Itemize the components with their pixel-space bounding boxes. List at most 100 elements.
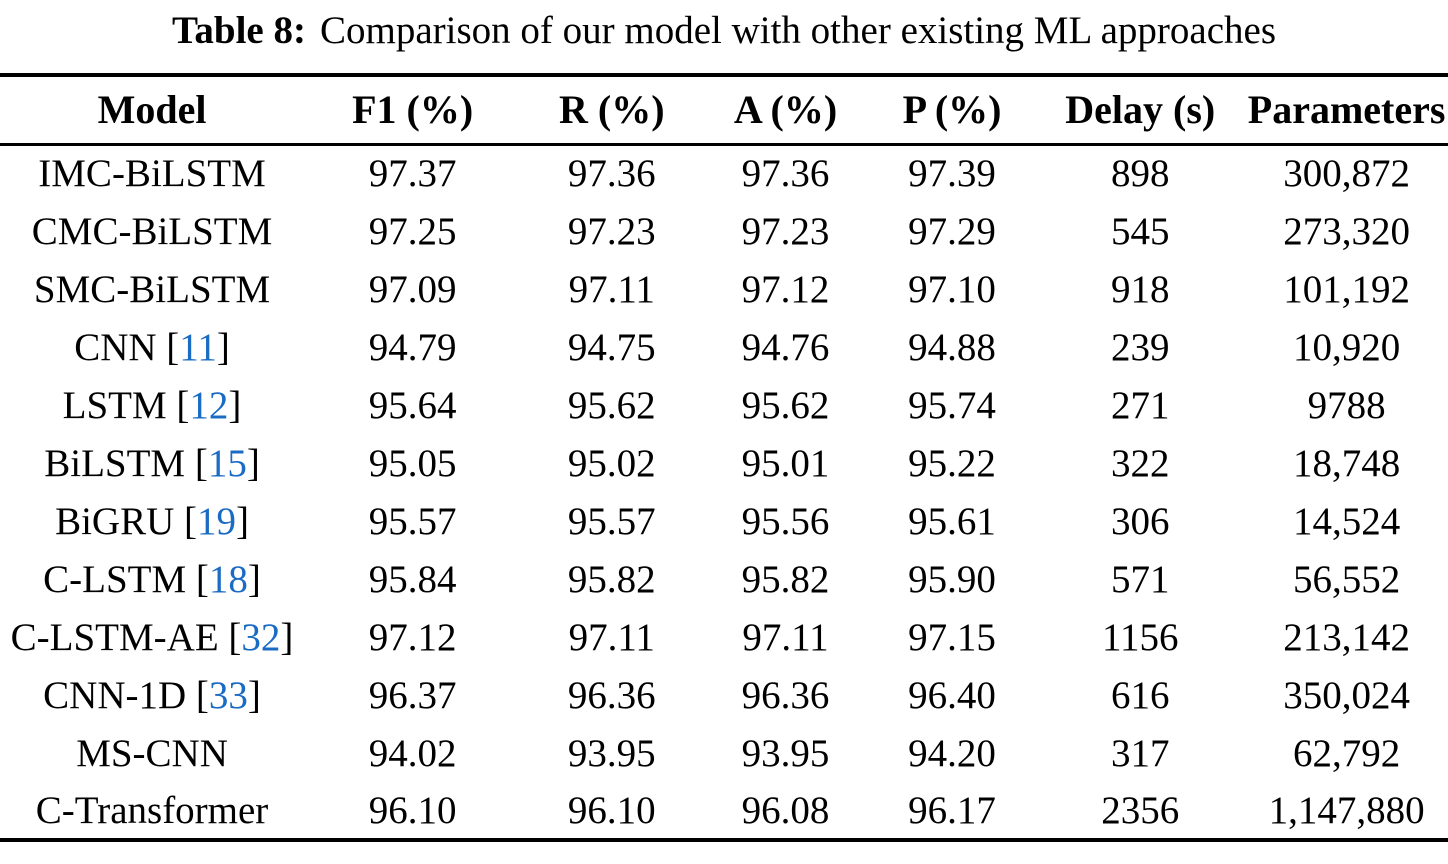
delay-cell: 616 — [1111, 673, 1170, 717]
model-name: IMC-BiLSTM — [38, 152, 266, 196]
f1-cell: 94.79 — [368, 325, 457, 369]
model-name: BiGRU — [55, 499, 175, 543]
citation-open-bracket: [ — [195, 673, 209, 717]
table-row: C-LSTM-AE [32] 97.12 97.11 97.11 97.15 1… — [0, 608, 1448, 666]
recall-cell: 96.10 — [567, 788, 656, 832]
table-row: LSTM [12] 95.64 95.62 95.62 95.74 271 97… — [0, 376, 1448, 434]
citation-close-bracket: ] — [246, 441, 260, 485]
parameters-cell: 14,524 — [1293, 499, 1401, 543]
model-name: CMC-BiLSTM — [31, 209, 273, 253]
citation-open-bracket: [ — [176, 383, 190, 427]
delay-cell: 306 — [1111, 499, 1170, 543]
parameters-cell: 273,320 — [1283, 209, 1410, 253]
table-row: BiGRU [19] 95.57 95.57 95.56 95.61 306 1… — [0, 492, 1448, 550]
delay-cell: 918 — [1111, 267, 1170, 311]
model-cell: C-LSTM [18] — [0, 550, 304, 608]
citation-number[interactable]: 33 — [208, 673, 248, 717]
recall-cell: 97.23 — [567, 209, 656, 253]
citation-open-bracket: [ — [195, 557, 209, 601]
recall-cell: 97.11 — [568, 267, 655, 311]
model-name: CNN — [74, 325, 157, 369]
accuracy-cell: 97.11 — [742, 615, 829, 659]
recall-cell: 95.62 — [567, 383, 656, 427]
model-cell: CNN-1D [33] — [0, 666, 304, 724]
table-row: CNN-1D [33] 96.37 96.36 96.36 96.40 616 … — [0, 666, 1448, 724]
precision-cell: 94.88 — [908, 325, 996, 369]
citation: [18] — [186, 558, 261, 601]
col-header-f1: F1 (%) — [304, 75, 522, 146]
table-row: C-Transformer 96.10 96.10 96.08 96.17 23… — [0, 782, 1448, 840]
citation-close-bracket: ] — [216, 325, 230, 369]
citation-number[interactable]: 32 — [241, 615, 281, 659]
accuracy-cell: 96.36 — [741, 673, 830, 717]
accuracy-cell: 97.12 — [741, 267, 830, 311]
table-row: CMC-BiLSTM 97.25 97.23 97.23 97.29 545 2… — [0, 202, 1448, 260]
model-cell: BiGRU [19] — [0, 492, 304, 550]
delay-cell: 545 — [1111, 209, 1170, 253]
parameters-cell: 300,872 — [1283, 152, 1410, 196]
recall-cell: 94.75 — [567, 325, 656, 369]
parameters-cell: 213,142 — [1283, 615, 1410, 659]
parameters-cell: 9788 — [1307, 383, 1386, 427]
f1-cell: 97.09 — [368, 267, 457, 311]
parameters-cell: 101,192 — [1283, 267, 1410, 311]
precision-cell: 97.15 — [908, 615, 996, 659]
table-row: C-LSTM [18] 95.84 95.82 95.82 95.90 571 … — [0, 550, 1448, 608]
citation-number[interactable]: 11 — [179, 325, 217, 369]
model-name: SMC-BiLSTM — [33, 267, 271, 311]
citation: [11] — [157, 326, 230, 369]
precision-cell: 97.29 — [908, 209, 996, 253]
col-header-precision: P (%) — [868, 75, 1036, 146]
parameters-cell: 350,024 — [1283, 673, 1410, 717]
model-cell: C-LSTM-AE [32] — [0, 608, 304, 666]
comparison-table: Model F1 (%) R (%) A (%) P (%) Delay (s)… — [0, 73, 1448, 842]
recall-cell: 97.11 — [568, 615, 655, 659]
model-name: C-LSTM — [43, 557, 187, 601]
citation-close-bracket: ] — [247, 673, 261, 717]
table-row: BiLSTM [15] 95.05 95.02 95.01 95.22 322 … — [0, 434, 1448, 492]
recall-cell: 95.02 — [567, 441, 656, 485]
delay-cell: 2356 — [1101, 788, 1180, 832]
model-name: C-LSTM-AE — [10, 615, 219, 659]
citation-open-bracket: [ — [166, 325, 180, 369]
recall-cell: 95.57 — [567, 499, 656, 543]
model-cell: C-Transformer — [0, 782, 304, 840]
delay-cell: 239 — [1111, 325, 1170, 369]
accuracy-cell: 93.95 — [741, 731, 830, 775]
citation: [15] — [185, 442, 260, 485]
precision-cell: 95.90 — [908, 557, 996, 601]
citation-number[interactable]: 15 — [207, 441, 247, 485]
citation-number[interactable]: 19 — [197, 499, 237, 543]
model-name: CNN-1D — [43, 673, 187, 717]
precision-cell: 96.40 — [908, 673, 996, 717]
f1-cell: 95.57 — [368, 499, 457, 543]
f1-cell: 97.37 — [368, 152, 457, 196]
citation-number[interactable]: 12 — [189, 383, 229, 427]
table-row: IMC-BiLSTM 97.37 97.36 97.36 97.39 898 3… — [0, 144, 1448, 202]
parameters-cell: 62,792 — [1293, 731, 1401, 775]
model-name: BiLSTM — [44, 441, 186, 485]
accuracy-cell: 95.01 — [741, 441, 830, 485]
col-header-recall: R (%) — [521, 75, 703, 146]
delay-cell: 1156 — [1101, 615, 1179, 659]
citation-number[interactable]: 18 — [208, 557, 248, 601]
accuracy-cell: 95.56 — [741, 499, 830, 543]
model-cell: LSTM [12] — [0, 376, 304, 434]
delay-cell: 317 — [1111, 731, 1170, 775]
recall-cell: 97.36 — [567, 152, 656, 196]
citation-close-bracket: ] — [247, 557, 261, 601]
accuracy-cell: 97.23 — [741, 209, 830, 253]
parameters-cell: 10,920 — [1293, 325, 1401, 369]
delay-cell: 571 — [1111, 557, 1170, 601]
citation: [33] — [186, 674, 261, 717]
precision-cell: 95.74 — [908, 383, 996, 427]
accuracy-cell: 96.08 — [741, 788, 830, 832]
delay-cell: 898 — [1111, 152, 1170, 196]
model-cell: BiLSTM [15] — [0, 434, 304, 492]
col-header-delay: Delay (s) — [1035, 75, 1246, 146]
model-cell: MS-CNN — [0, 724, 304, 782]
parameters-cell: 56,552 — [1293, 557, 1401, 601]
caption-label: Table 8: — [171, 9, 306, 52]
f1-cell: 96.37 — [368, 673, 457, 717]
citation-open-bracket: [ — [228, 615, 242, 659]
